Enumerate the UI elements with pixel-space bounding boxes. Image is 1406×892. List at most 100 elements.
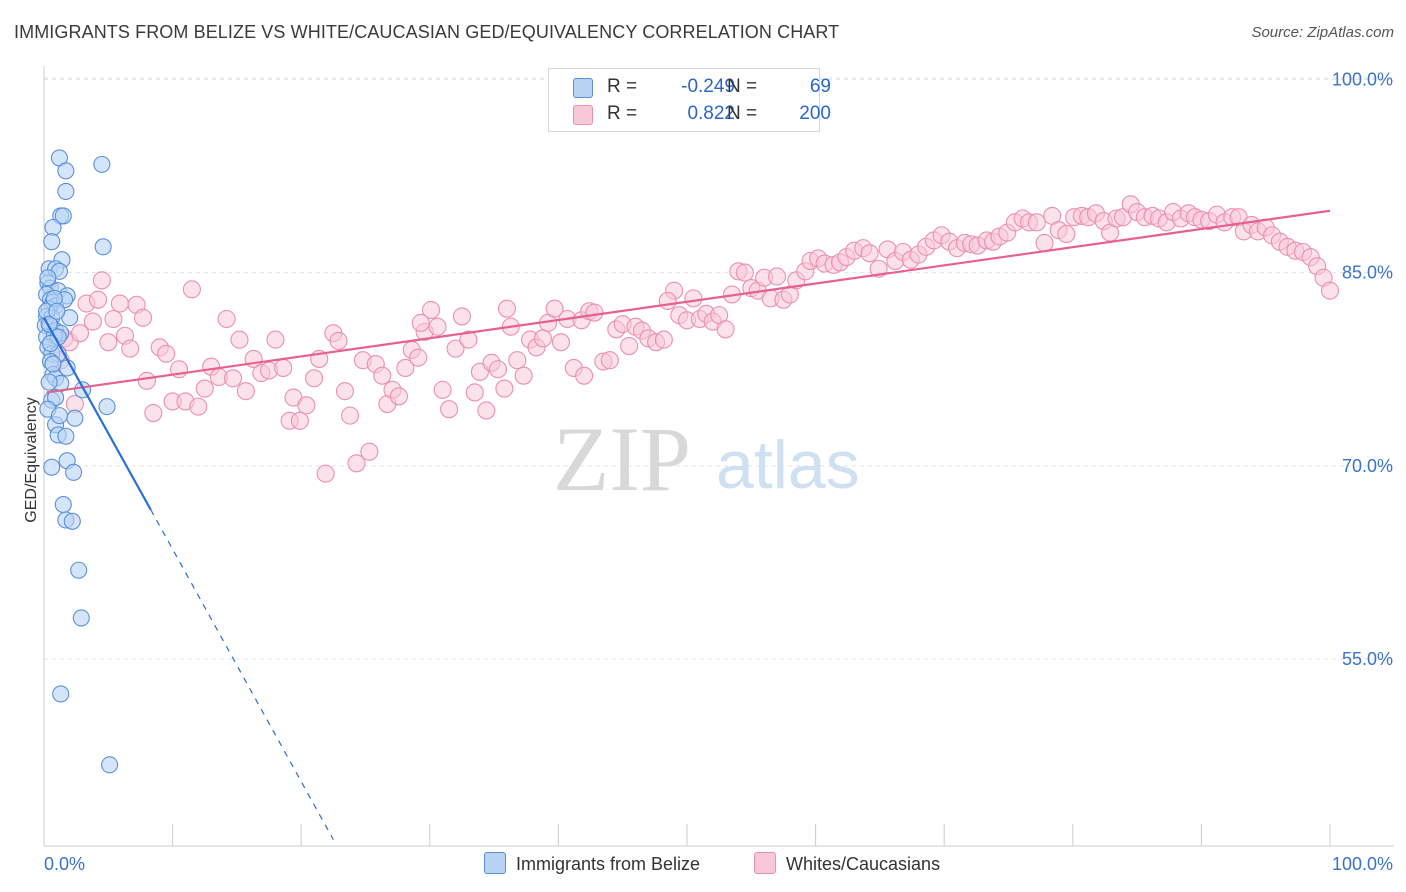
white-point (217, 309, 236, 329)
belize-point (57, 162, 75, 180)
correlation-legend: R = -0.249 N = 69 R = 0.822 N = 200 (548, 68, 831, 132)
grid-lines (44, 77, 1394, 660)
white-point (477, 401, 496, 420)
white-point (654, 330, 673, 349)
white-point (189, 397, 208, 416)
white-point (620, 337, 639, 356)
white-point (465, 383, 484, 402)
n-label: N = (727, 103, 758, 124)
y-tick-label: 100.0% (1332, 69, 1393, 89)
belize-n-value: 69 (809, 76, 831, 97)
white-point (144, 404, 163, 423)
belize-point (44, 218, 62, 237)
belize-point (52, 685, 70, 703)
white-r-value: 0.822 (687, 103, 735, 124)
belize-point (54, 495, 72, 514)
white-point (121, 339, 140, 358)
white-point (1027, 213, 1046, 232)
belize-point (101, 756, 119, 774)
y-tick-label: 55.0% (1342, 649, 1393, 669)
white-point (433, 380, 452, 399)
white-point (316, 464, 335, 483)
white-point (110, 294, 129, 313)
belize-point (50, 407, 68, 425)
white-point (335, 382, 354, 401)
belize-point (72, 609, 90, 627)
white-point (684, 289, 703, 308)
white-point (274, 358, 293, 378)
belize-legend-label: Immigrants from Belize (516, 854, 701, 874)
legend-white: Whites/Caucasians (754, 852, 940, 876)
belize-point (48, 302, 66, 320)
white-point (266, 330, 285, 349)
white-point (230, 330, 249, 349)
belize-trend-extension (150, 509, 334, 840)
white-point (488, 360, 508, 379)
belize-swatch (573, 78, 593, 98)
white-point (88, 290, 108, 309)
white-point (360, 442, 379, 461)
white-point (575, 366, 594, 385)
white-point (396, 358, 415, 378)
white-point (305, 369, 324, 388)
belize-point (70, 561, 88, 579)
source-label: Source: ZipAtlas.com (1251, 24, 1394, 41)
white-point (551, 333, 571, 352)
white-point (195, 379, 214, 398)
white-point (411, 313, 430, 332)
white-point (497, 299, 517, 318)
white-point (182, 280, 201, 299)
white-point (99, 333, 118, 352)
white-point (735, 263, 754, 282)
r-label: R = (607, 103, 638, 124)
watermark-zip: ZIP (553, 408, 691, 510)
white-point (767, 267, 787, 286)
white-legend-swatch (754, 852, 776, 874)
white-point (459, 330, 478, 349)
white-n-value: 200 (799, 103, 831, 124)
chart-title: IMMIGRANTS FROM BELIZE VS WHITE/CAUCASIA… (14, 22, 840, 42)
belize-point (44, 355, 62, 373)
white-point (373, 366, 392, 385)
y-tick-label: 70.0% (1342, 456, 1393, 476)
trend-lines (43, 209, 1331, 840)
belize-points (36, 149, 119, 774)
belize-point (98, 398, 116, 416)
watermark-atlas: atlas (716, 427, 860, 503)
white-point (290, 411, 309, 430)
white-point (1320, 281, 1340, 300)
white-point (236, 382, 255, 401)
white-point (1057, 224, 1076, 244)
legend-belize: Immigrants from Belize (484, 852, 700, 876)
y-axis-label: GED/Equivalency (23, 397, 40, 522)
belize-point (43, 458, 61, 476)
white-point (341, 406, 360, 425)
white-legend-label: Whites/Caucasians (786, 854, 941, 874)
white-point (514, 366, 533, 385)
white-point (452, 307, 472, 326)
white-point (83, 312, 102, 331)
belize-legend-swatch (484, 852, 506, 874)
white-point (92, 271, 111, 290)
n-label: N = (727, 76, 758, 97)
white-point (329, 331, 348, 350)
white-point (446, 339, 465, 358)
belize-point (65, 463, 83, 481)
x-tick-label-max: 100.0% (1332, 854, 1393, 874)
white-point (545, 299, 564, 318)
white-point (658, 291, 677, 311)
white-point (422, 300, 441, 320)
white-point (389, 387, 408, 406)
belize-trend-line (43, 317, 152, 511)
white-point (409, 348, 428, 367)
tick-labels: 100.0% 85.0% 70.0% 55.0% 0.0% 100.0% (44, 69, 1393, 874)
belize-point (94, 238, 112, 256)
white-point (860, 244, 879, 263)
white-point (70, 324, 90, 343)
white-point (137, 371, 156, 390)
white-point (585, 303, 604, 322)
white-point (347, 454, 366, 473)
belize-point (57, 427, 75, 445)
white-point (600, 351, 619, 370)
